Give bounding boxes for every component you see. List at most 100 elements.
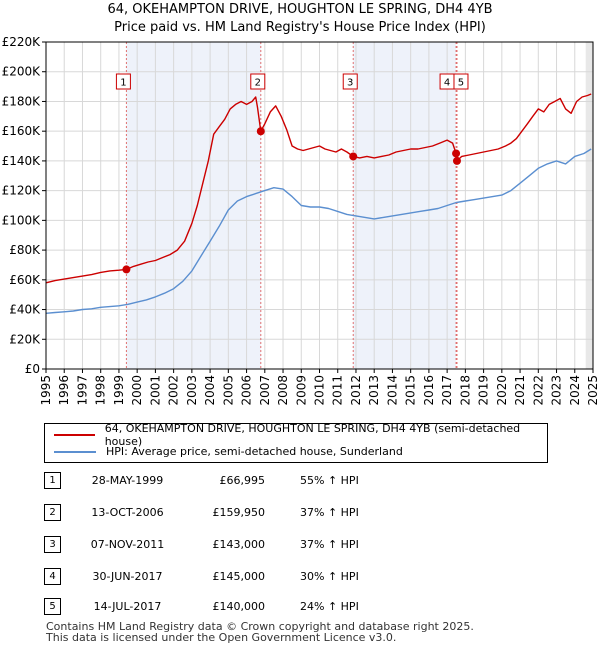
legend-label-hpi: HPI: Average price, semi-detached house,…	[106, 445, 403, 458]
sale-number-box-label: 1	[120, 78, 126, 89]
y-tick-label: £160K	[2, 124, 42, 138]
x-tick-label: 2019	[477, 375, 491, 406]
sale-date: 13-OCT-2006	[91, 506, 164, 519]
x-tick-label: 2016	[422, 375, 436, 406]
sale-date-lines	[125, 42, 458, 369]
sale-price: £140,000	[212, 600, 266, 613]
shaded-region	[126, 42, 261, 369]
x-tick-label: 2009	[294, 375, 308, 406]
y-tick-label: £200K	[2, 65, 42, 79]
chart-shaded-regions	[126, 42, 593, 369]
footer-line-2: This data is licensed under the Open Gov…	[46, 631, 397, 644]
legend-swatch-property	[54, 433, 95, 436]
x-tick-label: 2011	[331, 375, 345, 406]
x-tick-label: 1998	[94, 375, 108, 406]
sale-point	[349, 152, 358, 161]
sale-point	[256, 127, 265, 136]
sale-points	[122, 127, 461, 274]
x-tick-label: 2003	[185, 375, 199, 406]
sale-number-badge: 5	[44, 598, 61, 615]
x-tick-label: 2008	[276, 375, 290, 406]
x-tick-label: 2015	[404, 375, 418, 406]
chart-legend: 64, OKEHAMPTON DRIVE, HOUGHTON LE SPRING…	[44, 422, 548, 463]
y-tick-label: £80K	[9, 243, 41, 257]
sale-number-box-label: 3	[347, 78, 353, 89]
x-tick-label: 2012	[349, 375, 363, 406]
y-tick-label: £220K	[2, 35, 42, 49]
y-tick-label: £40K	[9, 303, 41, 317]
y-tick-label: £20K	[9, 332, 41, 346]
y-tick-label: £0	[25, 362, 40, 376]
x-tick-label: 1997	[75, 375, 89, 406]
shaded-region	[353, 42, 457, 369]
sale-number-box	[115, 73, 131, 90]
sale-hpi-change: 37% ↑ HPI	[300, 506, 359, 519]
x-tick-label: 2017	[440, 375, 454, 406]
legend-item-property: 64, OKEHAMPTON DRIVE, HOUGHTON LE SPRING…	[45, 422, 547, 448]
sale-hpi-change: 30% ↑ HPI	[300, 570, 359, 583]
x-tick-label: 2000	[130, 375, 144, 406]
sale-date: 30-JUN-2017	[92, 570, 163, 583]
x-tick-label: 2021	[513, 375, 527, 406]
sale-number-box-label: 4	[444, 78, 450, 89]
sale-date: 07-NOV-2011	[90, 538, 165, 551]
y-tick-label: £60K	[9, 273, 41, 287]
sale-row: 2 13-OCT-2006 £159,950 37% ↑ HPI	[0, 504, 600, 524]
legend-swatch-hpi	[54, 450, 96, 453]
sale-point	[122, 265, 131, 274]
x-tick-label: 2001	[148, 375, 162, 406]
sale-number-box	[453, 73, 469, 90]
sale-number-box-label: 2	[255, 78, 261, 89]
sale-number-badge: 4	[44, 568, 61, 585]
x-tick-label: 2024	[568, 375, 582, 406]
footer-line-1: Contains HM Land Registry data © Crown c…	[46, 620, 474, 633]
x-tick-label: 1996	[57, 375, 71, 406]
sale-row: 1 28-MAY-1999 £66,995 55% ↑ HPI	[0, 472, 600, 492]
y-tick-label: £120K	[2, 184, 42, 198]
x-tick-label: 2005	[221, 375, 235, 406]
x-tick-label: 1995	[39, 375, 53, 406]
footer-attribution: Contains HM Land Registry data © Crown c…	[46, 621, 474, 643]
sale-number-badge: 1	[44, 472, 61, 489]
chart-series	[45, 93, 592, 314]
sale-hpi-change: 24% ↑ HPI	[300, 600, 359, 613]
x-tick-label: 2002	[167, 375, 181, 406]
sale-number-box	[342, 73, 358, 90]
legend-item-hpi: HPI: Average price, semi-detached house,…	[45, 443, 403, 460]
x-tick-label: 2010	[313, 375, 327, 406]
x-tick-label: 2018	[458, 375, 472, 406]
x-tick-label: 2023	[550, 375, 564, 406]
x-tick-label: 2025	[586, 375, 600, 406]
sale-hpi-change: 55% ↑ HPI	[300, 474, 359, 487]
x-tick-label: 2007	[258, 375, 272, 406]
sale-price: £66,995	[219, 474, 266, 487]
chart-axes: £0 £20K £40K £60K £80K £100K £120K £140K £160K £1…	[2, 35, 600, 406]
sale-row: 4 30-JUN-2017 £145,000 30% ↑ HPI	[0, 568, 600, 588]
x-tick-label: 2004	[203, 375, 217, 406]
x-tick-label: 2022	[531, 375, 545, 406]
chart-title-line2: Price paid vs. HM Land Registry's House …	[114, 20, 486, 35]
sale-number-box	[250, 73, 266, 90]
future-hatch-region	[585, 42, 593, 369]
x-tick-label: 2020	[495, 375, 509, 406]
sale-number-badge: 3	[44, 536, 61, 553]
sale-date: 14-JUL-2017	[93, 600, 162, 613]
sale-point	[452, 149, 461, 158]
chart-title-line1: 64, OKEHAMPTON DRIVE, HOUGHTON LE SPRING…	[107, 2, 493, 17]
sale-date: 28-MAY-1999	[91, 474, 164, 487]
legend-label-property: 64, OKEHAMPTON DRIVE, HOUGHTON LE SPRING…	[104, 421, 521, 448]
x-tick-label: 2013	[367, 375, 381, 406]
sale-hpi-change: 37% ↑ HPI	[300, 538, 359, 551]
sale-row: 3 07-NOV-2011 £143,000 37% ↑ HPI	[0, 536, 600, 556]
sale-point	[452, 156, 461, 165]
series-line-property	[45, 93, 592, 284]
y-tick-label: £140K	[2, 154, 42, 168]
sale-price: £145,000	[212, 570, 266, 583]
series-line-hpi	[45, 148, 592, 314]
sale-number-box-label: 5	[458, 78, 464, 89]
x-tick-label: 2014	[385, 375, 399, 406]
sale-price: £143,000	[212, 538, 266, 551]
y-tick-label: £100K	[2, 213, 42, 227]
